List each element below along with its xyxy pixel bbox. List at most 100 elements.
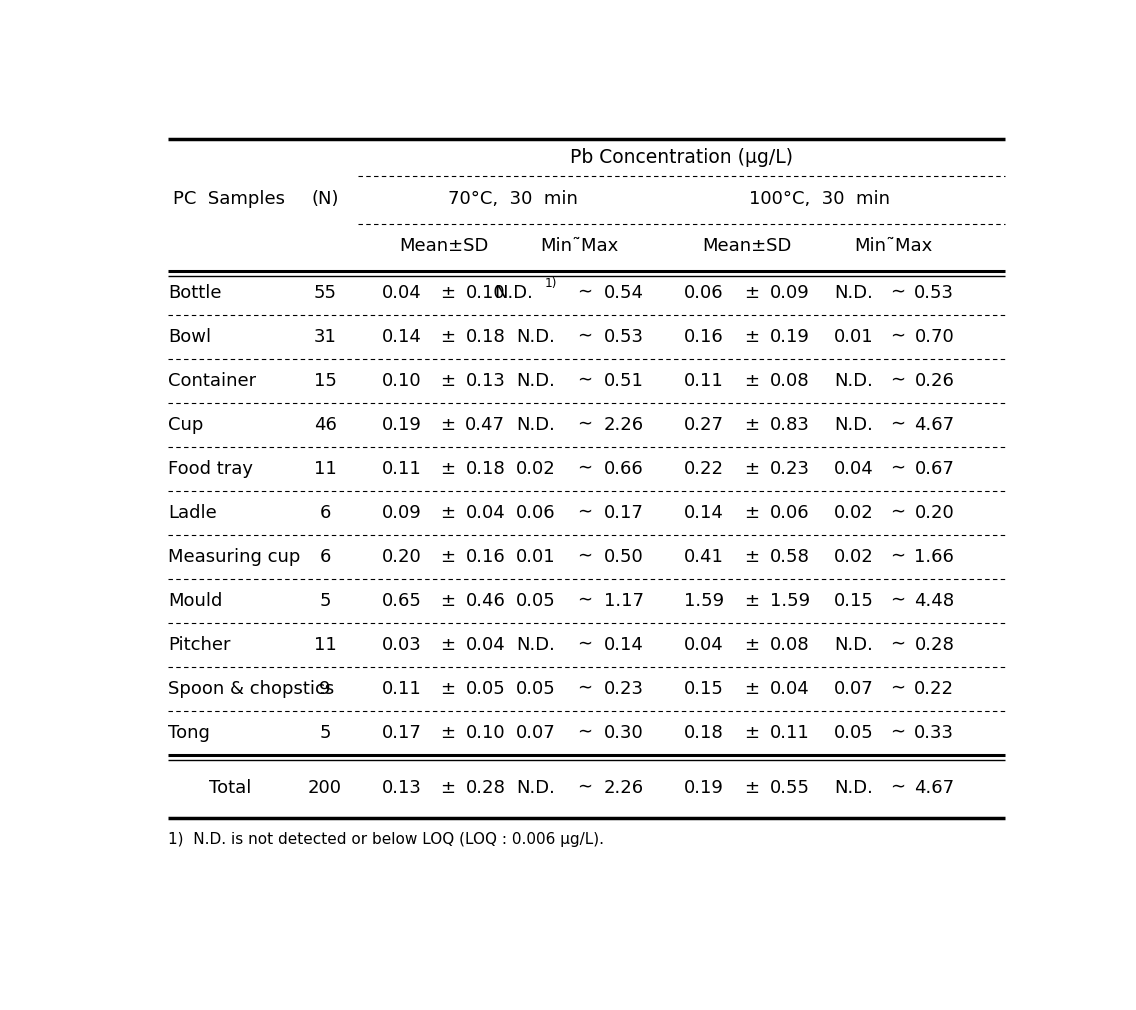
Text: 0.28: 0.28 — [914, 635, 954, 653]
Text: Bottle: Bottle — [168, 284, 222, 302]
Text: 1.59: 1.59 — [770, 592, 810, 610]
Text: ∼: ∼ — [577, 460, 592, 478]
Text: 1.66: 1.66 — [914, 547, 954, 566]
Text: 9: 9 — [319, 680, 331, 698]
Text: 0.18: 0.18 — [466, 327, 506, 345]
Text: 0.55: 0.55 — [770, 779, 810, 797]
Text: 0.02: 0.02 — [834, 504, 874, 521]
Text: ∼: ∼ — [889, 284, 905, 302]
Text: ∼: ∼ — [577, 415, 592, 433]
Text: 1.59: 1.59 — [684, 592, 724, 610]
Text: ∼: ∼ — [889, 723, 905, 741]
Text: 15: 15 — [314, 372, 336, 390]
Text: 11: 11 — [314, 460, 336, 478]
Text: N.D.: N.D. — [834, 284, 872, 302]
Text: ±: ± — [440, 327, 456, 345]
Text: (N): (N) — [311, 190, 339, 208]
Text: ±: ± — [744, 680, 759, 698]
Text: 0.47: 0.47 — [466, 415, 506, 433]
Text: PC  Samples: PC Samples — [173, 190, 285, 208]
Text: 4.67: 4.67 — [914, 415, 954, 433]
Text: 0.53: 0.53 — [603, 327, 644, 345]
Text: ±: ± — [440, 415, 456, 433]
Text: ∼: ∼ — [889, 635, 905, 653]
Text: 0.05: 0.05 — [466, 680, 506, 698]
Text: 0.83: 0.83 — [770, 415, 810, 433]
Text: 0.16: 0.16 — [684, 327, 724, 345]
Text: 0.20: 0.20 — [914, 504, 954, 521]
Text: ∼: ∼ — [889, 779, 905, 797]
Text: N.D.: N.D. — [516, 415, 556, 433]
Text: 0.03: 0.03 — [382, 635, 421, 653]
Text: Total: Total — [209, 779, 251, 797]
Text: ∼: ∼ — [889, 460, 905, 478]
Text: ±: ± — [744, 779, 759, 797]
Text: ∼: ∼ — [889, 327, 905, 345]
Text: Mean±SD: Mean±SD — [702, 236, 792, 255]
Text: ±: ± — [744, 372, 759, 390]
Text: 0.65: 0.65 — [382, 592, 421, 610]
Text: 6: 6 — [319, 504, 331, 521]
Text: 0.04: 0.04 — [466, 635, 506, 653]
Text: 0.15: 0.15 — [684, 680, 724, 698]
Text: 0.11: 0.11 — [770, 723, 810, 741]
Text: Food tray: Food tray — [168, 460, 253, 478]
Text: 0.14: 0.14 — [603, 635, 643, 653]
Text: 0.54: 0.54 — [603, 284, 644, 302]
Text: 0.09: 0.09 — [770, 284, 810, 302]
Text: ∼: ∼ — [577, 327, 592, 345]
Text: 0.10: 0.10 — [466, 723, 506, 741]
Text: 0.01: 0.01 — [834, 327, 874, 345]
Text: ∼: ∼ — [889, 547, 905, 566]
Text: 0.08: 0.08 — [770, 372, 810, 390]
Text: ±: ± — [744, 635, 759, 653]
Text: ±: ± — [744, 723, 759, 741]
Text: Container: Container — [168, 372, 257, 390]
Text: ±: ± — [744, 415, 759, 433]
Text: 0.06: 0.06 — [516, 504, 556, 521]
Text: ±: ± — [440, 372, 456, 390]
Text: ∼: ∼ — [889, 504, 905, 521]
Text: 0.09: 0.09 — [382, 504, 421, 521]
Text: 0.08: 0.08 — [770, 635, 810, 653]
Text: 0.23: 0.23 — [603, 680, 644, 698]
Text: 0.02: 0.02 — [834, 547, 874, 566]
Text: N.D.: N.D. — [494, 284, 533, 302]
Text: 0.16: 0.16 — [466, 547, 506, 566]
Text: ∼: ∼ — [889, 372, 905, 390]
Text: 0.10: 0.10 — [382, 372, 421, 390]
Text: Min˜Max: Min˜Max — [854, 236, 933, 255]
Text: 0.04: 0.04 — [684, 635, 724, 653]
Text: 1)  N.D. is not detected or below LOQ (LOQ : 0.006 μg/L).: 1) N.D. is not detected or below LOQ (LO… — [168, 832, 604, 847]
Text: ∼: ∼ — [577, 547, 592, 566]
Text: 1): 1) — [544, 277, 557, 290]
Text: ∼: ∼ — [889, 680, 905, 698]
Text: 0.04: 0.04 — [834, 460, 874, 478]
Text: 0.11: 0.11 — [382, 680, 421, 698]
Text: 0.18: 0.18 — [684, 723, 724, 741]
Text: 0.51: 0.51 — [603, 372, 643, 390]
Text: ∼: ∼ — [577, 372, 592, 390]
Text: 1.17: 1.17 — [603, 592, 644, 610]
Text: 0.10: 0.10 — [466, 284, 506, 302]
Text: Bowl: Bowl — [168, 327, 211, 345]
Text: 0.27: 0.27 — [684, 415, 724, 433]
Text: ±: ± — [440, 592, 456, 610]
Text: Spoon & chopstics: Spoon & chopstics — [168, 680, 335, 698]
Text: 0.04: 0.04 — [382, 284, 421, 302]
Text: 0.15: 0.15 — [834, 592, 874, 610]
Text: 31: 31 — [314, 327, 336, 345]
Text: 0.58: 0.58 — [770, 547, 810, 566]
Text: N.D.: N.D. — [516, 327, 556, 345]
Text: ±: ± — [744, 460, 759, 478]
Text: ±: ± — [440, 284, 456, 302]
Text: 0.11: 0.11 — [684, 372, 724, 390]
Text: 0.05: 0.05 — [834, 723, 874, 741]
Text: ±: ± — [744, 592, 759, 610]
Text: 0.22: 0.22 — [914, 680, 954, 698]
Text: 4.67: 4.67 — [914, 779, 954, 797]
Text: ∼: ∼ — [577, 779, 592, 797]
Text: Mean±SD: Mean±SD — [399, 236, 488, 255]
Text: ±: ± — [744, 327, 759, 345]
Text: 0.30: 0.30 — [603, 723, 643, 741]
